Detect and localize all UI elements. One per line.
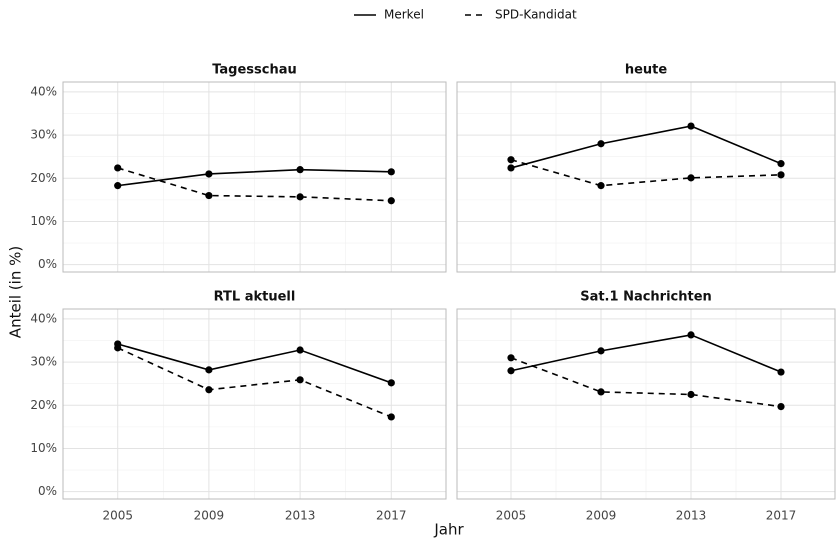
panel-border — [62, 308, 447, 500]
data-point — [597, 182, 605, 190]
y-tick-label: 20% — [30, 171, 57, 185]
x-tick-label: 2013 — [285, 509, 316, 523]
data-point — [687, 390, 695, 399]
data-point — [296, 346, 304, 354]
series-line — [117, 167, 392, 202]
x-tick-label: 2009 — [194, 509, 225, 523]
panel-border — [456, 308, 836, 500]
panel-title: Tagesschau — [212, 63, 297, 78]
data-point — [205, 191, 213, 200]
y-tick-label: 30% — [30, 128, 57, 142]
x-axis-label: Jahr — [433, 521, 464, 539]
y-tick-label: 0% — [38, 257, 57, 271]
data-point — [114, 182, 122, 190]
data-point — [205, 366, 213, 374]
y-tick-label: 20% — [30, 398, 57, 412]
data-point — [296, 376, 304, 384]
data-point — [387, 168, 395, 176]
data-point — [507, 164, 515, 172]
data-point — [296, 193, 304, 201]
x-tick-label: 2005 — [102, 509, 133, 523]
panel-title: heute — [625, 63, 668, 78]
series-line — [510, 125, 782, 169]
x-tick-label: 2017 — [376, 509, 407, 523]
data-point — [387, 197, 395, 205]
data-point — [205, 386, 213, 394]
legend-label: SPD-Kandidat — [495, 8, 577, 22]
data-point — [777, 368, 785, 376]
data-point — [597, 347, 605, 355]
series-line — [117, 343, 392, 384]
x-tick-label: 2013 — [676, 509, 707, 523]
data-point — [387, 413, 395, 421]
panel-title: RTL aktuell — [214, 290, 296, 305]
panel-border — [62, 81, 447, 273]
series-line — [510, 357, 782, 408]
data-point — [597, 140, 605, 148]
data-point — [597, 388, 605, 396]
legend-label: Merkel — [384, 8, 424, 22]
panel-title: Sat.1 Nachrichten — [580, 290, 712, 305]
data-point — [687, 122, 695, 130]
data-point — [507, 367, 515, 375]
data-point — [114, 344, 122, 352]
y-tick-label: 10% — [30, 441, 57, 455]
data-point — [777, 171, 785, 179]
x-tick-label: 2009 — [586, 509, 617, 523]
data-point — [507, 156, 515, 164]
data-point — [687, 331, 695, 339]
data-point — [296, 166, 304, 174]
data-point — [777, 160, 785, 168]
data-point — [777, 402, 785, 411]
series-line — [117, 347, 392, 418]
y-tick-label: 30% — [30, 355, 57, 369]
x-tick-label: 2017 — [766, 509, 797, 523]
y-tick-label: 0% — [38, 484, 57, 498]
panel-border — [456, 81, 836, 273]
y-tick-label: 40% — [30, 311, 57, 325]
y-tick-label: 40% — [30, 84, 57, 98]
series-line — [510, 158, 782, 187]
data-point — [205, 170, 213, 178]
data-point — [114, 164, 122, 172]
y-axis-label: Anteil (in %) — [7, 246, 25, 338]
data-point — [387, 379, 395, 387]
x-tick-label: 2005 — [496, 509, 527, 523]
series-line — [117, 168, 392, 187]
data-point — [687, 174, 695, 182]
y-tick-label: 10% — [30, 214, 57, 228]
series-line — [510, 334, 782, 373]
data-point — [507, 354, 515, 362]
